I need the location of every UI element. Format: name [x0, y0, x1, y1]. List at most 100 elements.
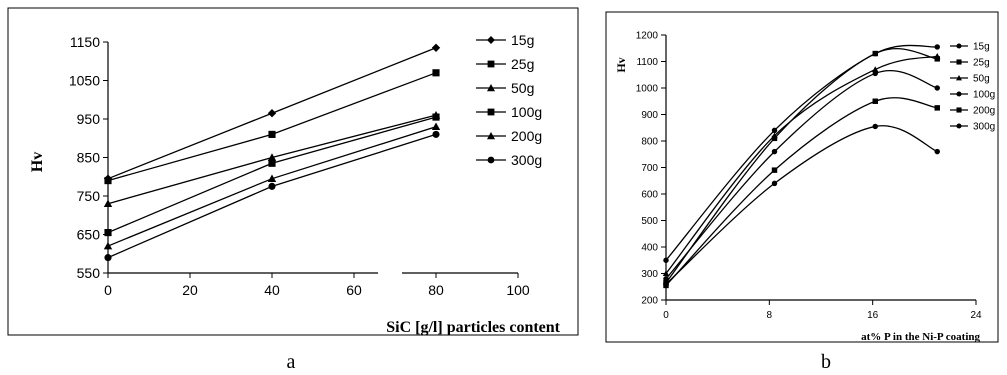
panel-a-data-point-25g [268, 130, 276, 138]
panel-b-data-point-300g [663, 281, 669, 287]
panel-b-legend-entry-15g: 15g [950, 42, 990, 53]
panel-a-y-tick-label: 850 [77, 149, 101, 165]
panel-a-data-point-200g [267, 174, 277, 183]
panel-a-x-tick-label: 100 [506, 282, 530, 298]
panel-b-x-axis-label: at% P in the Ni-P coating [861, 331, 980, 343]
panel-b-y-axis-label: Hv [614, 57, 628, 72]
panel-b-y-tick-label: 700 [641, 163, 658, 174]
panel-a-legend-marker [487, 156, 495, 164]
panel-a-data-point-15g [431, 43, 441, 52]
panel-b-series-50g [662, 53, 941, 277]
panel-b-legend-marker [956, 123, 962, 129]
panel-b-data-point-100g [771, 148, 778, 155]
panel-b-data-point-100g [872, 70, 878, 77]
panel-a-legend-marker [487, 36, 495, 44]
panel-b-data-point-200g [872, 98, 878, 104]
panel-a: Hv SiC [g/l] particles content 550 650 750… [7, 7, 579, 336]
panel-b-series-100g [663, 70, 940, 282]
panel-a-data-point-300g [268, 182, 276, 190]
panel-b-legend-label: 300g [973, 122, 995, 133]
panel-a-data-point-50g [103, 199, 113, 208]
panel-b-frame [605, 11, 999, 343]
panel-b-x-tick-label: 24 [970, 310, 982, 321]
panel-a-series-25g [104, 69, 440, 185]
panel-b-legend-marker [956, 43, 962, 49]
panel-a-y-tick-label: 1050 [69, 72, 100, 88]
panel-b-series-line-50g [665, 55, 938, 274]
panel-a-legend-entry-300g: 300g [476, 152, 542, 168]
panel-b-data-point-25g [934, 56, 940, 62]
panel-a-data-point-100g [432, 113, 440, 121]
panel-b-legend-entry-200g: 200g [950, 106, 995, 117]
panel-a-plot: 550 650 750 850 950 1050 1150 0 20 40 60 80 100 [69, 34, 530, 298]
panel-b-legend-marker [956, 75, 962, 81]
panel-a-data-point-200g [431, 122, 441, 131]
panel-a-x-tick-label: 0 [104, 282, 112, 298]
panel-a-data-point-300g [104, 254, 112, 262]
panel-b: Hv at% P in the Ni-P coating 200 300 400 50… [605, 11, 999, 343]
panel-b-x-tick-label: 0 [663, 310, 669, 321]
panel-b-y-tick-label: 600 [641, 190, 658, 201]
panel-a-legend-label: 50g [511, 80, 534, 96]
panel-a-data-point-15g [267, 109, 277, 118]
panel-a-legend-label: 25g [511, 56, 534, 72]
panel-b-legend-label: 15g [973, 42, 990, 53]
panel-a-series-200g [103, 122, 441, 250]
panel-b-data-point-300g [872, 123, 878, 130]
panel-b-legend-entry-300g: 300g [950, 122, 995, 133]
panel-b-y-tick-label: 1200 [636, 31, 659, 42]
panel-b-y-tick-label: 200 [641, 296, 658, 307]
panel-a-series-100g [104, 113, 440, 237]
panel-b-data-point-300g [934, 148, 940, 155]
panel-b-legend-entry-25g: 25g [950, 58, 990, 69]
panel-a-data-point-25g [104, 177, 112, 185]
panel-a-data-point-100g [268, 159, 276, 167]
panel-b-caption: b [821, 351, 831, 373]
panel-b-y-tick-label: 400 [641, 243, 658, 254]
panel-a-legend-entry-50g: 50g [476, 80, 534, 96]
panel-a-y-tick-label: 950 [77, 111, 101, 127]
panel-b-x-tick-label: 8 [767, 310, 773, 321]
panel-b-data-point-200g [934, 105, 940, 111]
panel-b-legend-entry-50g: 50g [950, 74, 990, 85]
panel-a-y-axis-label: Hv [29, 152, 46, 172]
panel-a-legend-marker [487, 132, 495, 140]
panel-b-legend-entry-100g: 100g [950, 90, 995, 101]
panel-b-legend-label: 200g [973, 106, 995, 117]
panel-a-data-point-50g [267, 153, 277, 161]
panel-a-legend-marker [487, 60, 495, 68]
panel-b-y-tick-label: 900 [641, 110, 658, 121]
panel-b-plot: 200 300 400 500 600 700 800 900 1000 1100 1200 0 8 16… [636, 31, 982, 322]
panel-b-y-tick-label: 1000 [636, 84, 659, 95]
panel-b-legend-marker [956, 107, 962, 113]
panel-b-data-point-15g [934, 44, 940, 50]
panel-a-x-tick-label: 40 [264, 282, 280, 298]
panel-a-x-axis-label: SiC [g/l] particles content [386, 319, 560, 336]
panel-a-y-tick-label: 650 [77, 226, 101, 242]
panel-b-y-tick-label: 300 [641, 269, 658, 280]
panel-a-data-point-100g [104, 229, 112, 237]
panel-a-y-tick-label: 1150 [70, 34, 100, 50]
panel-a-x-tick-label: 80 [428, 282, 444, 298]
panel-b-data-point-50g [771, 132, 778, 139]
panel-b-legend-marker [956, 91, 962, 97]
panel-a-caption: a [287, 351, 296, 373]
panel-b-series-300g [663, 123, 940, 287]
panel-b-legend-marker [956, 59, 962, 65]
panel-a-x-tick-label: 60 [346, 282, 362, 298]
panel-b-series-line-200g [665, 97, 938, 286]
panel-b-data-point-15g [771, 127, 778, 134]
panel-a-legend: 15g 25g 50g 100g 200g 300g [476, 32, 542, 168]
panel-b-legend-label: 25g [973, 58, 990, 69]
panel-b-data-point-300g [771, 180, 778, 187]
panel-b-series-line-15g [665, 44, 938, 261]
panel-b-data-point-50g [934, 53, 941, 59]
panel-a-legend-entry-100g: 100g [476, 104, 542, 120]
panel-b-data-point-15g [663, 257, 669, 263]
panel-a-legend-label: 15g [511, 32, 534, 48]
panel-a-y-tick-label: 550 [77, 265, 101, 281]
panel-a-data-point-200g [103, 241, 113, 250]
panel-a-series-300g [104, 130, 440, 262]
panel-a-legend-entry-25g: 25g [476, 56, 534, 72]
